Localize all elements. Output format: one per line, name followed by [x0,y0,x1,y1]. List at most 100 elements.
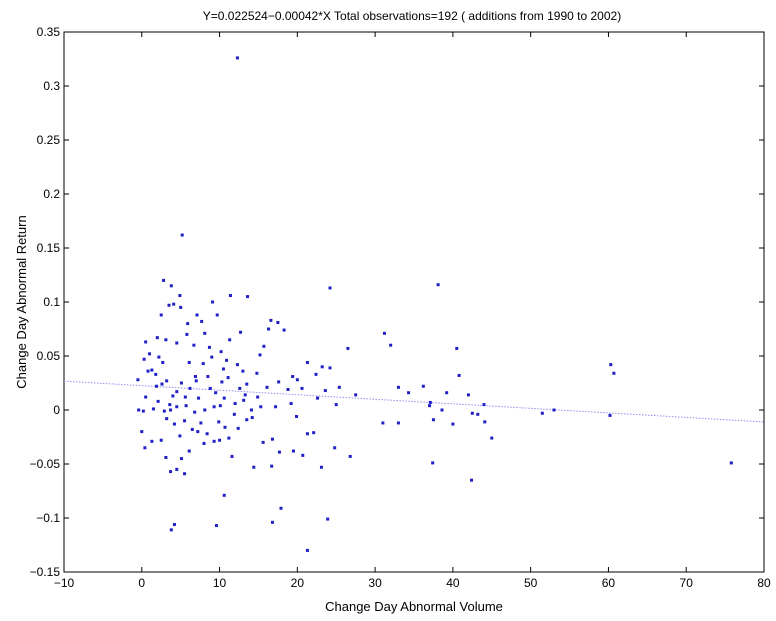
data-point [235,363,239,367]
data-point [249,408,253,412]
data-point [233,402,237,406]
data-point [282,328,286,332]
data-point [276,321,280,325]
data-point [172,302,176,306]
data-point [252,465,256,469]
x-tick-label: 60 [602,576,616,590]
data-point [239,330,243,334]
data-point [262,344,266,348]
data-point [221,367,225,371]
data-point [192,343,196,347]
data-point [295,378,299,382]
data-point [141,409,145,413]
y-tick-label: 0.2 [43,187,60,201]
data-point [245,418,249,422]
data-point [144,395,148,399]
data-point [220,380,224,384]
y-tick-label: −0.05 [30,457,61,471]
data-point [184,404,188,408]
data-point [194,379,198,383]
y-tick-label: 0 [53,403,60,417]
data-point [396,385,400,389]
data-point [225,358,229,362]
data-point [259,405,263,409]
data-point [291,375,295,379]
data-point [144,340,148,344]
x-tick-label: 50 [524,576,538,590]
data-point [190,427,194,431]
data-point [250,416,254,420]
data-point [160,382,164,386]
data-point [431,418,435,422]
data-point [186,322,190,326]
data-point [212,439,216,443]
data-point [175,467,179,471]
data-point [608,413,612,417]
data-point [172,422,176,426]
x-tick-label: 30 [368,576,382,590]
data-point [175,341,179,345]
data-point [193,375,197,379]
data-point [323,389,327,393]
data-point [211,300,215,304]
data-point [476,412,480,416]
data-point [258,353,262,357]
data-point [470,478,474,482]
data-point [279,506,283,510]
data-point [175,405,179,409]
data-point [205,432,209,436]
x-tick-label: 80 [757,576,771,590]
data-point [203,331,207,335]
data-point [314,372,318,376]
data-point [333,446,337,450]
data-point [396,421,400,425]
data-point [407,391,411,395]
data-point [482,403,486,407]
x-tick-label: 40 [446,576,460,590]
data-point [193,410,197,414]
data-point [241,369,245,373]
data-point [136,378,140,382]
y-tick-label: 0.05 [37,349,61,363]
data-point [167,303,171,307]
data-point [208,386,212,390]
data-point [169,528,173,532]
data-point [381,421,385,425]
data-point [202,441,206,445]
data-point [255,371,259,375]
data-point [200,319,204,323]
data-point [188,386,192,390]
data-point [157,355,161,359]
x-tick-label: 10 [213,576,227,590]
data-point [540,411,544,415]
data-point [286,387,290,391]
data-point [451,422,455,426]
data-point [207,345,211,349]
data-point [171,394,175,398]
data-point [236,426,240,430]
data-point [214,391,218,395]
data-point [431,461,435,465]
y-tick-label: −0.15 [30,565,61,579]
data-point [215,313,219,317]
data-point [490,436,494,440]
data-point [219,350,223,354]
data-point [436,283,440,287]
data-point [457,373,461,377]
data-point [270,437,274,441]
data-point [183,472,187,476]
data-point [218,438,222,442]
data-point [270,520,274,524]
data-point [238,386,242,390]
data-point [148,352,152,356]
data-point [301,453,305,457]
x-tick-label: 20 [291,576,305,590]
data-point [164,338,168,342]
data-point [169,408,173,412]
data-point [214,524,218,528]
data-point [172,522,176,526]
data-point [162,409,166,413]
data-point [382,331,386,335]
data-point [142,357,146,361]
data-point [291,449,295,453]
